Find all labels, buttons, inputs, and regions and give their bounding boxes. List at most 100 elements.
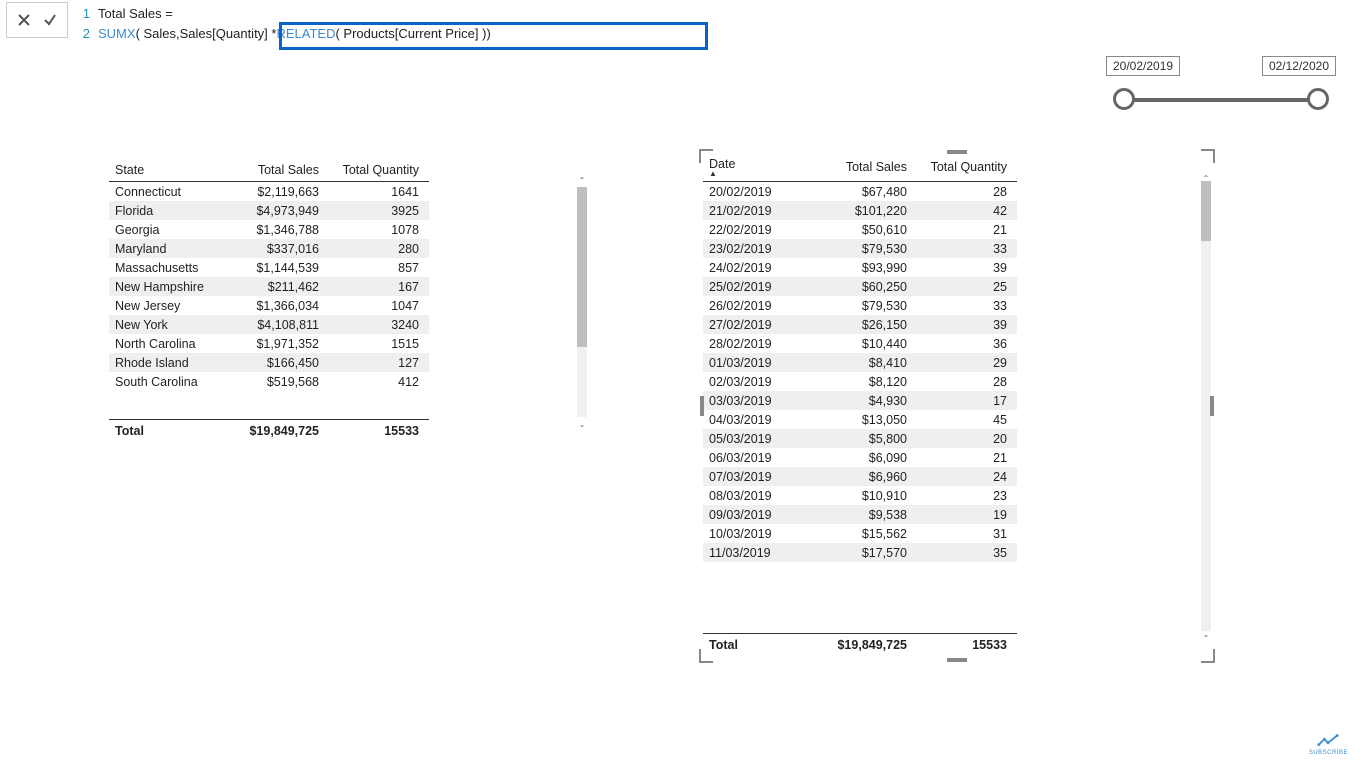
table-row[interactable]: 06/03/2019$6,09021: [703, 448, 1017, 467]
table-cell: 06/03/2019: [703, 448, 797, 467]
table-row[interactable]: 03/03/2019$4,93017: [703, 391, 1017, 410]
table-row[interactable]: 22/02/2019$50,61021: [703, 220, 1017, 239]
table-row[interactable]: New Jersey$1,366,0341047: [109, 296, 429, 315]
table-row[interactable]: Maryland$337,016280: [109, 239, 429, 258]
table-row[interactable]: Rhode Island$166,450127: [109, 353, 429, 372]
table-cell: South Carolina: [109, 372, 229, 391]
selection-handle[interactable]: [1201, 149, 1215, 163]
column-header[interactable]: Total Quantity: [917, 153, 1017, 182]
table-cell: 21: [917, 448, 1017, 467]
scrollbar-thumb[interactable]: [1201, 181, 1211, 241]
table-cell: 35: [917, 543, 1017, 562]
table-row[interactable]: North Carolina$1,971,3521515: [109, 334, 429, 353]
table-cell: 42: [917, 201, 1017, 220]
table-row[interactable]: 09/03/2019$9,53819: [703, 505, 1017, 524]
table-row[interactable]: Florida$4,973,9493925: [109, 201, 429, 220]
commit-formula-button[interactable]: [39, 9, 61, 31]
column-header[interactable]: Total Sales: [797, 153, 917, 182]
table-cell: 21/02/2019: [703, 201, 797, 220]
table-row[interactable]: Massachusetts$1,144,539857: [109, 258, 429, 277]
table-row[interactable]: 02/03/2019$8,12028: [703, 372, 1017, 391]
totals-row: Total$19,849,72515533: [109, 420, 429, 441]
table-row[interactable]: 26/02/2019$79,53033: [703, 296, 1017, 315]
table-cell: 17: [917, 391, 1017, 410]
table-row[interactable]: 27/02/2019$26,15039: [703, 315, 1017, 334]
column-header[interactable]: Date▲: [703, 153, 797, 182]
table-cell: $1,346,788: [229, 220, 329, 239]
selection-handle[interactable]: [1201, 649, 1215, 663]
selection-handle[interactable]: [699, 649, 713, 663]
table-cell: 28/02/2019: [703, 334, 797, 353]
slicer-end-date[interactable]: 02/12/2020: [1262, 56, 1336, 76]
table-row[interactable]: 08/03/2019$10,91023: [703, 486, 1017, 505]
scroll-down-arrow[interactable]: ⌄: [1201, 627, 1211, 641]
table-cell: $4,930: [797, 391, 917, 410]
date-table: Date▲Total SalesTotal Quantity20/02/2019…: [703, 153, 1017, 562]
scroll-up-arrow[interactable]: ⌃: [577, 173, 587, 187]
table-cell: $8,120: [797, 372, 917, 391]
formula-token: SUMX: [98, 24, 136, 44]
table-cell: $4,108,811: [229, 315, 329, 334]
table-cell: 10/03/2019: [703, 524, 797, 543]
state-table-visual[interactable]: StateTotal SalesTotal QuantityConnecticu…: [108, 158, 588, 446]
slicer-track[interactable]: [1106, 80, 1336, 120]
table-row[interactable]: 04/03/2019$13,05045: [703, 410, 1017, 429]
table-cell: 20/02/2019: [703, 182, 797, 202]
scrollbar-thumb[interactable]: [577, 187, 587, 347]
slicer-handle-end[interactable]: [1307, 88, 1329, 110]
cancel-formula-button[interactable]: [13, 9, 35, 31]
table-row[interactable]: 07/03/2019$6,96024: [703, 467, 1017, 486]
column-header[interactable]: Total Sales: [229, 159, 329, 182]
selection-handle[interactable]: [699, 149, 713, 163]
table-cell: 412: [329, 372, 429, 391]
table-row[interactable]: 21/02/2019$101,22042: [703, 201, 1017, 220]
selection-handle[interactable]: [700, 396, 704, 416]
table-row[interactable]: 10/03/2019$15,56231: [703, 524, 1017, 543]
table-cell: Connecticut: [109, 182, 229, 202]
slicer-start-date[interactable]: 20/02/2019: [1106, 56, 1180, 76]
scrollbar-track[interactable]: [577, 187, 587, 417]
column-header[interactable]: State: [109, 159, 229, 182]
table-row[interactable]: 11/03/2019$17,57035: [703, 543, 1017, 562]
table-row[interactable]: 25/02/2019$60,25025: [703, 277, 1017, 296]
table-row[interactable]: New York$4,108,8113240: [109, 315, 429, 334]
table-row[interactable]: 24/02/2019$93,99039: [703, 258, 1017, 277]
selection-handle[interactable]: [947, 658, 967, 662]
table-cell: $50,610: [797, 220, 917, 239]
line-number: 2: [76, 24, 90, 44]
table-row[interactable]: Connecticut$2,119,6631641: [109, 182, 429, 202]
selection-handle[interactable]: [1210, 396, 1214, 416]
totals-cell: Total: [109, 420, 229, 441]
table-cell: 280: [329, 239, 429, 258]
table-cell: $10,910: [797, 486, 917, 505]
totals-cell: Total: [703, 634, 797, 655]
selection-handle[interactable]: [947, 150, 967, 154]
formula-token: Sales[Quantity] *: [180, 24, 277, 44]
table-row[interactable]: 28/02/2019$10,44036: [703, 334, 1017, 353]
date-table-visual[interactable]: Date▲Total SalesTotal Quantity20/02/2019…: [702, 152, 1212, 660]
table-cell: 27/02/2019: [703, 315, 797, 334]
table-cell: 36: [917, 334, 1017, 353]
totals-cell: 15533: [329, 420, 429, 441]
date-table-totals: Total$19,849,72515533: [703, 633, 1017, 655]
table-row[interactable]: 01/03/2019$8,41029: [703, 353, 1017, 372]
table-cell: $2,119,663: [229, 182, 329, 202]
table-row[interactable]: South Carolina$519,568412: [109, 372, 429, 391]
scroll-down-arrow[interactable]: ⌄: [577, 417, 587, 431]
table-cell: 25: [917, 277, 1017, 296]
date-slicer[interactable]: 20/02/2019 02/12/2020: [1106, 56, 1336, 120]
table-row[interactable]: Georgia$1,346,7881078: [109, 220, 429, 239]
table-cell: $211,462: [229, 277, 329, 296]
slicer-handle-start[interactable]: [1113, 88, 1135, 110]
column-header[interactable]: Total Quantity: [329, 159, 429, 182]
formula-editor[interactable]: 1 Total Sales = 2 SUMX( Sales, Sales[Qua…: [68, 0, 491, 44]
table-row[interactable]: 20/02/2019$67,48028: [703, 182, 1017, 202]
table-row[interactable]: New Hampshire$211,462167: [109, 277, 429, 296]
table-cell: $13,050: [797, 410, 917, 429]
table-cell: $15,562: [797, 524, 917, 543]
table-row[interactable]: 05/03/2019$5,80020: [703, 429, 1017, 448]
table-cell: 25/02/2019: [703, 277, 797, 296]
state-table: StateTotal SalesTotal QuantityConnecticu…: [109, 159, 429, 391]
table-cell: $79,530: [797, 296, 917, 315]
table-row[interactable]: 23/02/2019$79,53033: [703, 239, 1017, 258]
